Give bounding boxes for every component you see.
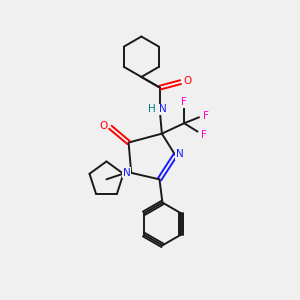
Text: F: F — [181, 98, 187, 107]
Text: O: O — [183, 76, 191, 85]
Text: N: N — [159, 104, 167, 114]
Text: O: O — [100, 121, 108, 131]
Text: N: N — [123, 168, 130, 178]
Text: H: H — [148, 104, 155, 114]
Text: F: F — [202, 111, 208, 121]
Text: N: N — [176, 149, 184, 160]
Text: F: F — [201, 130, 207, 140]
